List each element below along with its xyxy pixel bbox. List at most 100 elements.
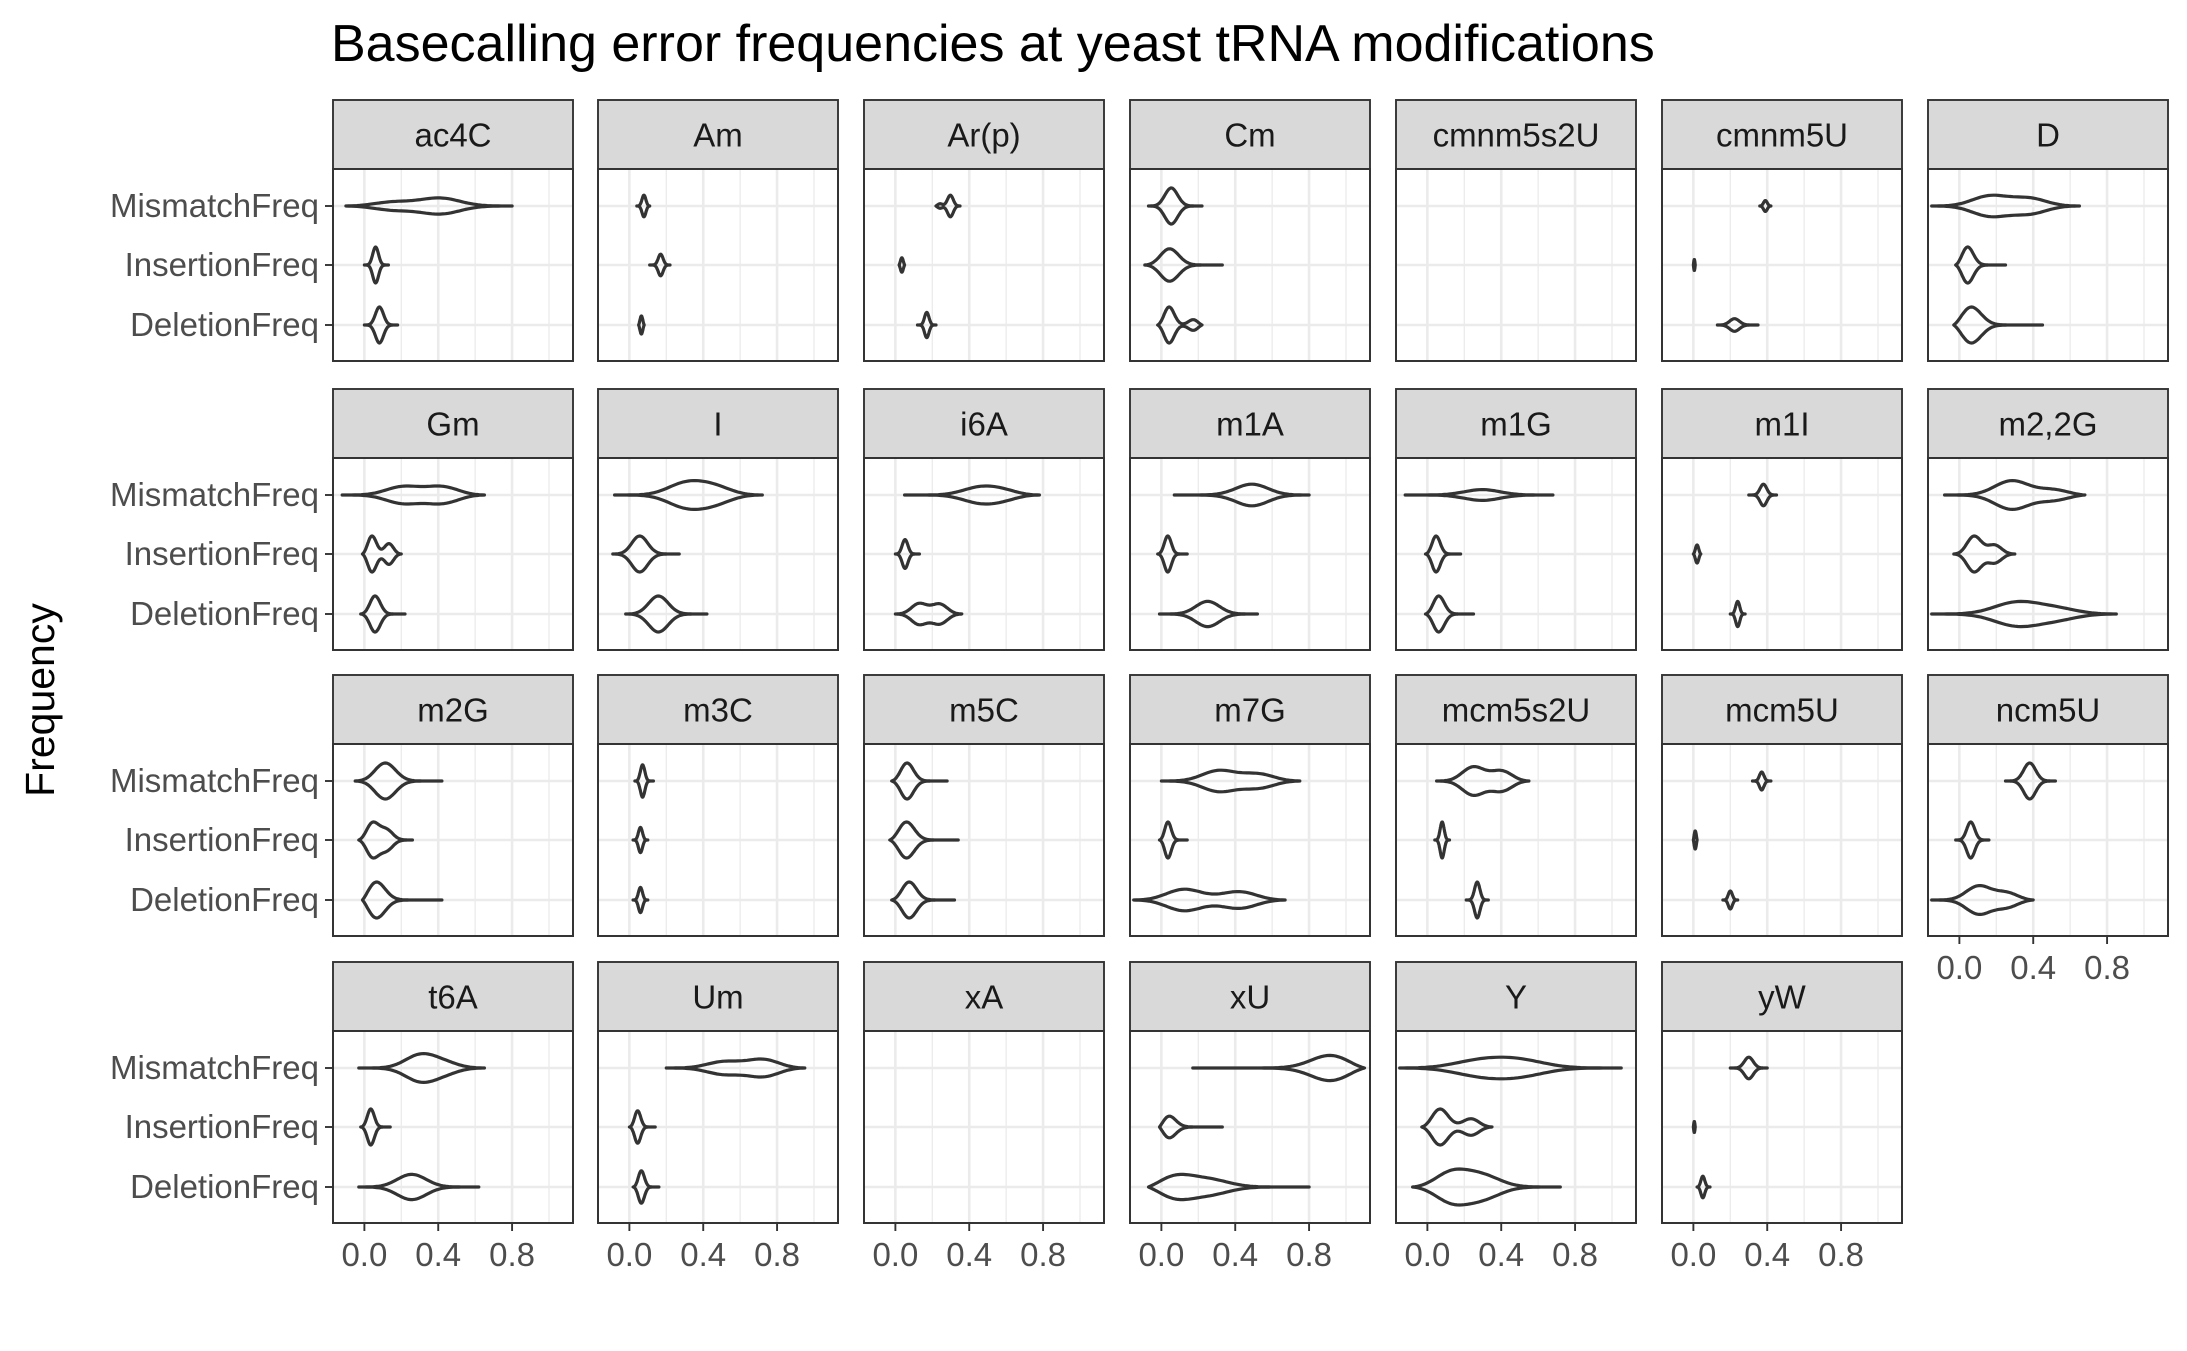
facet-panel-border (1661, 743, 1903, 937)
y-axis-label: Frequency (17, 603, 63, 797)
violin-deletionfreq (1728, 599, 1747, 629)
y-tick-label: InsertionFreq (125, 535, 319, 572)
violin-mismatchfreq (353, 761, 444, 801)
facet-panel-border (597, 743, 839, 937)
violin-deletionfreq (637, 314, 646, 336)
facet-y: Y 0.0 0.4 0.8 (1395, 961, 1637, 1273)
violin-mismatchfreq (1191, 1053, 1367, 1083)
facet-strip-label: m5C (949, 692, 1019, 729)
facet-strip (863, 388, 1105, 459)
x-tick-label: 0.4 (415, 1236, 461, 1273)
violin-mismatchfreq (1750, 770, 1773, 792)
x-tick-label: 0.4 (946, 1236, 992, 1273)
violin-insertionfreq (1691, 829, 1699, 851)
facet-strip-label: m1A (1216, 406, 1284, 443)
violin-deletionfreq (1715, 317, 1760, 333)
violin-insertionfreq (631, 825, 650, 855)
violin-insertionfreq (648, 252, 672, 278)
facet-am: Am (597, 99, 839, 362)
facet-strip-label: m1I (1754, 406, 1809, 443)
violin-deletionfreq (1423, 594, 1476, 634)
y-tick-label: MismatchFreq (110, 762, 319, 799)
violin-deletionfreq (357, 1172, 481, 1202)
facet-cm: Cm (1129, 99, 1371, 362)
violin-mismatchfreq (890, 761, 949, 801)
facet-panel-border (1395, 168, 1637, 362)
violin-mismatchfreq (635, 193, 652, 219)
facet-strip (1927, 388, 2169, 459)
facet-strip (1927, 99, 2169, 170)
facet-strip (332, 99, 574, 170)
facet-strip-label: m1G (1480, 406, 1552, 443)
facet-ar-p-: Ar(p) (863, 99, 1105, 362)
facet-strip-label: Am (693, 117, 743, 154)
x-tick-label: 0.0 (1138, 1236, 1184, 1273)
facet-panel-border (1395, 457, 1637, 651)
facet-strip (1129, 961, 1371, 1032)
facet-strip-label: m7G (1214, 692, 1286, 729)
violin-insertionfreq (1954, 245, 2008, 285)
x-tick-label: 0.8 (754, 1236, 800, 1273)
violin-deletionfreq (1695, 1174, 1712, 1200)
violin-mismatchfreq (1159, 768, 1302, 794)
violin-deletionfreq (1721, 889, 1740, 911)
facet-cmnm5u: cmnm5U (1661, 99, 1903, 362)
violin-insertionfreq (1157, 1114, 1224, 1140)
facet-m1a: m1A (1129, 388, 1371, 651)
violin-deletionfreq (359, 594, 407, 634)
violin-insertionfreq (360, 534, 403, 574)
violin-insertionfreq (627, 1109, 657, 1145)
violin-insertionfreq (1691, 258, 1697, 272)
violin-mismatchfreq (340, 484, 486, 506)
violin-mismatchfreq (903, 484, 1041, 506)
violin-insertionfreq (1157, 820, 1189, 860)
violin-insertionfreq (1691, 1120, 1697, 1134)
facet-m1g: m1G (1395, 388, 1637, 651)
facet-strip-label: Um (692, 979, 743, 1016)
facet-strip-label: Y (1505, 979, 1527, 1016)
violin-deletionfreq (1132, 887, 1287, 913)
violin-deletionfreq (624, 594, 709, 634)
facet-m2g: m2G MismatchFreq InsertionFreq DeletionFreq (110, 674, 574, 937)
facet-strip (1927, 674, 2169, 745)
facet-strip-label: i6A (960, 406, 1008, 443)
facet-panel-border (863, 168, 1105, 362)
facet-strip-label: xU (1230, 979, 1270, 1016)
violin-insertionfreq (893, 538, 921, 570)
facet-strip (1129, 674, 1371, 745)
facet-strip (1661, 961, 1903, 1032)
violin-mismatchfreq (1758, 199, 1773, 213)
facet-strip (332, 388, 574, 459)
violin-insertionfreq (1433, 820, 1452, 860)
facet-panel-border (1927, 743, 2169, 937)
facet-i6a: i6A (863, 388, 1105, 651)
facet-strip-label: cmnm5s2U (1433, 117, 1600, 154)
facet-m1i: m1I (1661, 388, 1903, 651)
y-tick-label: MismatchFreq (110, 476, 319, 513)
violin-insertionfreq (1954, 820, 1991, 860)
violin-insertionfreq (1143, 247, 1224, 283)
gridlines (1397, 170, 1635, 360)
violin-insertionfreq (362, 245, 390, 285)
violin-deletionfreq (1146, 1172, 1311, 1202)
violin-mismatchfreq (1728, 1055, 1769, 1081)
violin-deletionfreq (362, 305, 400, 345)
facet-strip (863, 961, 1105, 1032)
violin-insertionfreq (897, 256, 907, 274)
facet-strip-label: m3C (683, 692, 753, 729)
facet-panel-border (1661, 1030, 1903, 1224)
facet-t6a: t6A MismatchFreq InsertionFreq DeletionFreq… (110, 961, 574, 1273)
facet-strip-label: cmnm5U (1716, 117, 1848, 154)
violin-deletionfreq (890, 880, 957, 920)
gridlines (865, 1032, 1103, 1222)
x-tick-label: 0.0 (1670, 1236, 1716, 1273)
violin-mismatchfreq (1398, 1055, 1623, 1081)
facet-strip-label: mcm5s2U (1442, 692, 1591, 729)
facet-strip-label: m2G (417, 692, 489, 729)
gridlines (1663, 1032, 1901, 1222)
x-tick-label: 0.8 (1286, 1236, 1332, 1273)
gridlines (599, 459, 837, 649)
facet-panel-border (1927, 457, 2169, 651)
x-tick-label: 0.4 (1478, 1236, 1524, 1273)
